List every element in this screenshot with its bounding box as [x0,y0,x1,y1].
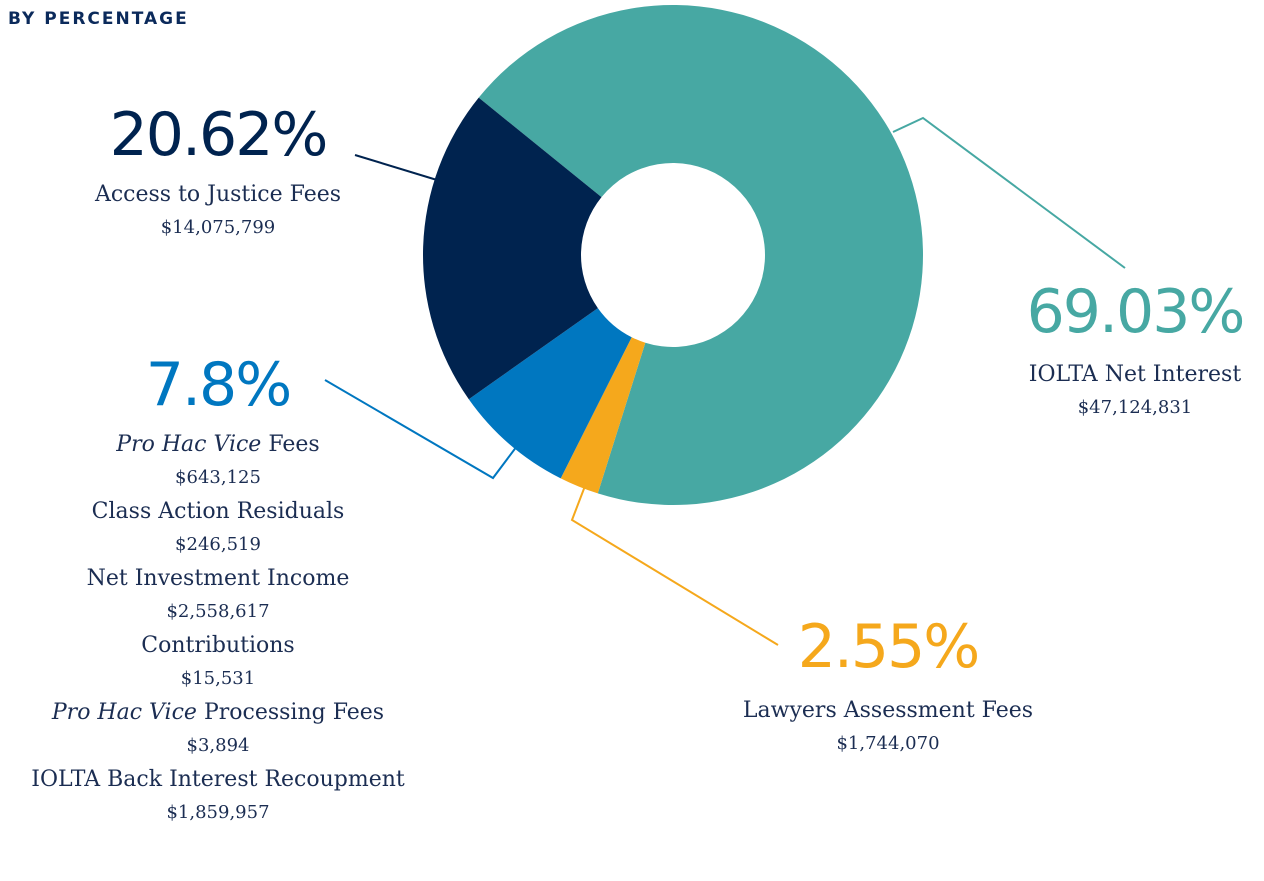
item-amount: $1,859,957 [166,802,269,823]
chart-title: BY PERCENTAGE [8,9,189,29]
item-name: Class Action Residuals [92,499,345,524]
item-name: Access to Justice Fees [94,182,341,207]
item-name-emphasis: Pro Hac Vice [51,700,197,725]
item-name-emphasis: Pro Hac Vice [115,432,261,457]
item-amount: $15,531 [181,668,255,689]
percentage-label: 20.62% [110,100,327,170]
item-name: Net Investment Income [87,566,350,591]
percentage-label: 2.55% [798,612,979,682]
leader-line [354,154,438,181]
donut-slice [560,337,646,494]
percentage-label: 69.03% [1027,277,1244,347]
item-name: IOLTA Net Interest [1029,362,1242,387]
leader-line [324,379,518,480]
donut-slice [422,97,602,400]
item-amount: $2,558,617 [166,601,269,622]
item-amount: $246,519 [175,534,261,555]
item-name: Pro Hac Vice Processing Fees [51,700,384,725]
item-amount: $1,744,070 [836,733,939,754]
donut-slice [468,308,632,479]
item-amount: $643,125 [175,467,261,488]
item-name: Contributions [141,633,294,658]
item-name-rest: Processing Fees [204,700,384,725]
donut-slice [478,5,923,505]
item-name: Lawyers Assessment Fees [743,698,1033,723]
item-amount: $14,075,799 [161,217,276,238]
leader-line [570,485,779,646]
item-amount: $3,894 [187,735,250,756]
leader-line [892,116,1126,269]
item-name-rest: Fees [268,432,319,457]
item-name: IOLTA Back Interest Recoupment [31,767,405,792]
item-amount: $47,124,831 [1078,397,1193,418]
item-name: Pro Hac Vice Fees [115,432,319,457]
percentage-label: 7.8% [146,350,290,420]
